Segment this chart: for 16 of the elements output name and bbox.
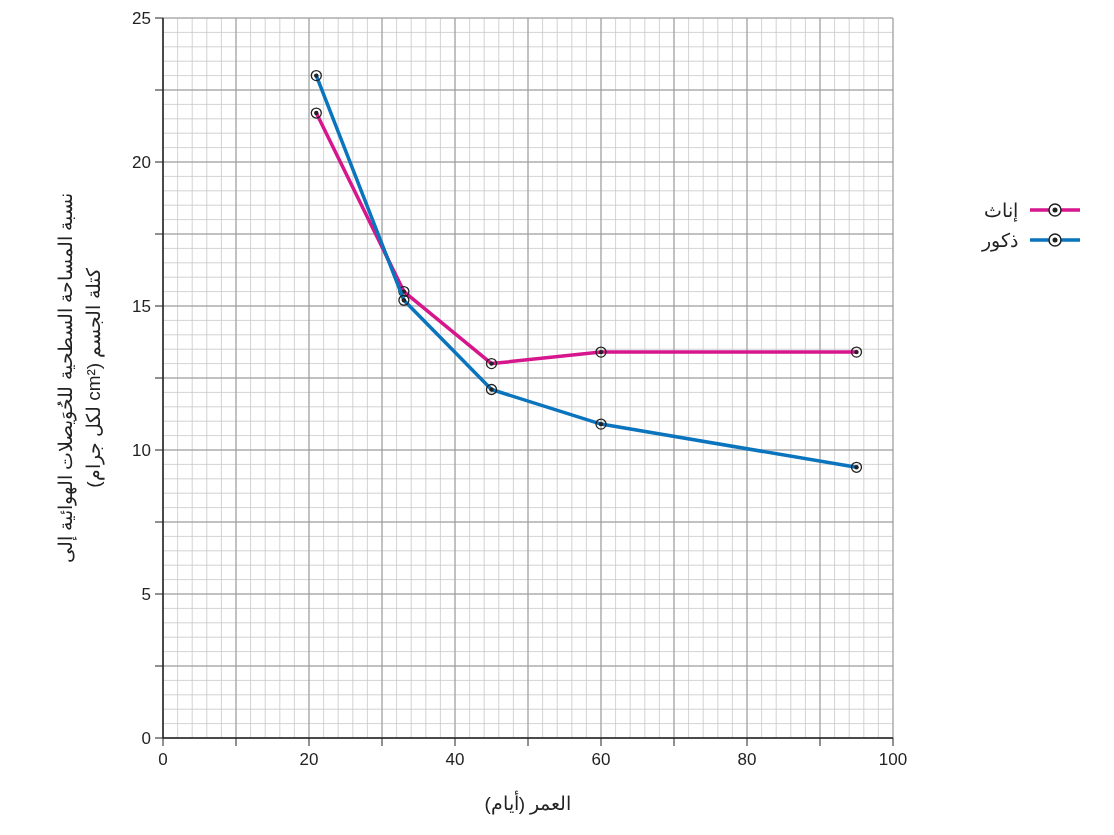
legend-label: إناث xyxy=(984,200,1018,222)
y-tick-label: 0 xyxy=(141,729,151,748)
y-tick-label: 10 xyxy=(132,441,151,460)
x-tick-label: 0 xyxy=(158,750,168,769)
x-axis-title: العمر (أيام) xyxy=(484,790,572,815)
y-tick-label: 25 xyxy=(132,9,151,28)
y-tick-label: 5 xyxy=(141,585,151,604)
x-tick-label: 100 xyxy=(878,750,908,769)
x-tick-label: 60 xyxy=(591,750,611,769)
legend-label: ذكور xyxy=(981,230,1018,252)
x-tick-label: 80 xyxy=(737,750,757,769)
y-tick-label: 20 xyxy=(132,153,151,172)
y-axis-title: نسبة المساحة السطحية للحُوَيصلات الهوائية إلى كتلة الجسم (cm² لكل جرام) xyxy=(55,192,105,564)
x-tick-label: 40 xyxy=(445,750,465,769)
x-tick-label: 20 xyxy=(299,750,319,769)
y-tick-label: 15 xyxy=(132,297,151,316)
